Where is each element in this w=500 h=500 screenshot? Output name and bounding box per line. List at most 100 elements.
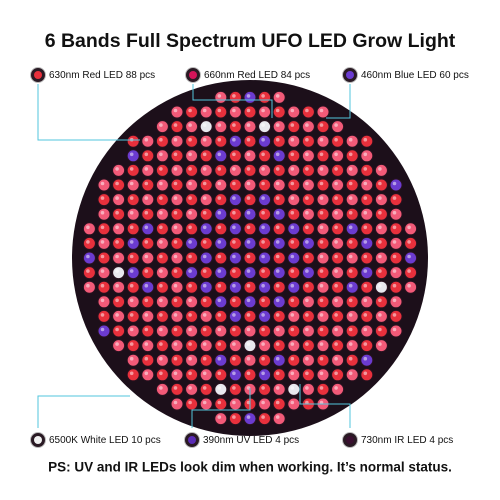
led: [199, 266, 213, 280]
led: [301, 134, 315, 148]
led-highlight: [173, 152, 178, 157]
led-highlight: [334, 240, 338, 244]
led: [258, 236, 272, 250]
led-highlight: [261, 371, 265, 376]
led-highlight: [275, 108, 280, 113]
led: [141, 309, 155, 323]
led: [389, 266, 403, 280]
led-highlight: [217, 123, 222, 127]
led: [331, 339, 345, 353]
led-highlight: [173, 386, 178, 390]
led: [112, 324, 126, 338]
led: [316, 266, 330, 280]
led: [228, 193, 242, 207]
led-highlight: [319, 167, 324, 171]
led-highlight: [129, 210, 134, 215]
led: [141, 222, 155, 236]
led-highlight: [246, 240, 251, 244]
led-highlight: [261, 196, 265, 200]
led: [316, 134, 330, 148]
led-highlight: [144, 313, 149, 317]
led: [243, 105, 257, 119]
led-highlight: [392, 269, 397, 273]
led: [170, 295, 184, 309]
led: [185, 280, 199, 294]
led: [170, 251, 184, 265]
led-highlight: [232, 196, 236, 200]
led: [258, 368, 272, 382]
led-highlight: [348, 137, 353, 142]
led: [214, 397, 228, 411]
led: [141, 368, 155, 382]
led-highlight: [144, 137, 149, 142]
led-highlight: [290, 181, 295, 186]
led: [126, 251, 140, 265]
led: [258, 251, 272, 265]
led-highlight: [202, 400, 207, 405]
led: [199, 339, 213, 353]
led: [214, 236, 228, 250]
led: [155, 236, 169, 250]
led: [345, 207, 359, 221]
led-highlight: [378, 298, 382, 303]
led: [345, 324, 359, 338]
led-highlight: [159, 298, 163, 303]
led: [301, 309, 315, 323]
led: [331, 309, 345, 323]
led-highlight: [202, 254, 207, 259]
led-highlight: [115, 342, 119, 346]
led-highlight: [378, 269, 382, 273]
led: [272, 105, 286, 119]
led: [185, 134, 199, 148]
led: [185, 236, 199, 250]
led-highlight: [232, 240, 236, 244]
led-highlight: [407, 283, 411, 288]
led-highlight: [217, 254, 222, 259]
led-highlight: [232, 298, 236, 303]
led-highlight: [129, 313, 134, 317]
led-highlight: [144, 225, 149, 230]
led: [126, 207, 140, 221]
led: [199, 193, 213, 207]
led-highlight: [290, 386, 295, 390]
lamp: [72, 80, 428, 436]
led-highlight: [173, 196, 178, 200]
led: [185, 368, 199, 382]
led: [316, 339, 330, 353]
led: [301, 324, 315, 338]
led-highlight: [232, 225, 236, 230]
led-highlight: [202, 313, 207, 317]
led-highlight: [407, 225, 411, 230]
led-highlight: [129, 283, 134, 288]
led-highlight: [232, 181, 236, 186]
led: [155, 266, 169, 280]
led-highlight: [392, 313, 397, 317]
led-highlight: [392, 196, 397, 200]
led-highlight: [348, 152, 353, 157]
led: [170, 309, 184, 323]
led-highlight: [290, 298, 295, 303]
led: [287, 222, 301, 236]
led-highlight: [363, 167, 368, 171]
led-highlight: [144, 210, 149, 215]
led: [316, 251, 330, 265]
led: [287, 295, 301, 309]
led-highlight: [159, 386, 163, 390]
led-highlight: [261, 313, 265, 317]
led: [360, 163, 374, 177]
led-highlight: [217, 342, 222, 346]
led-highlight: [378, 313, 382, 317]
led-highlight: [232, 137, 236, 142]
led-highlight: [115, 327, 119, 332]
led: [331, 236, 345, 250]
led-highlight: [363, 210, 368, 215]
led-highlight: [202, 137, 207, 142]
led: [141, 324, 155, 338]
led-highlight: [159, 254, 163, 259]
led: [258, 397, 272, 411]
led: [126, 280, 140, 294]
led-highlight: [407, 269, 411, 273]
led: [170, 368, 184, 382]
led: [243, 309, 257, 323]
